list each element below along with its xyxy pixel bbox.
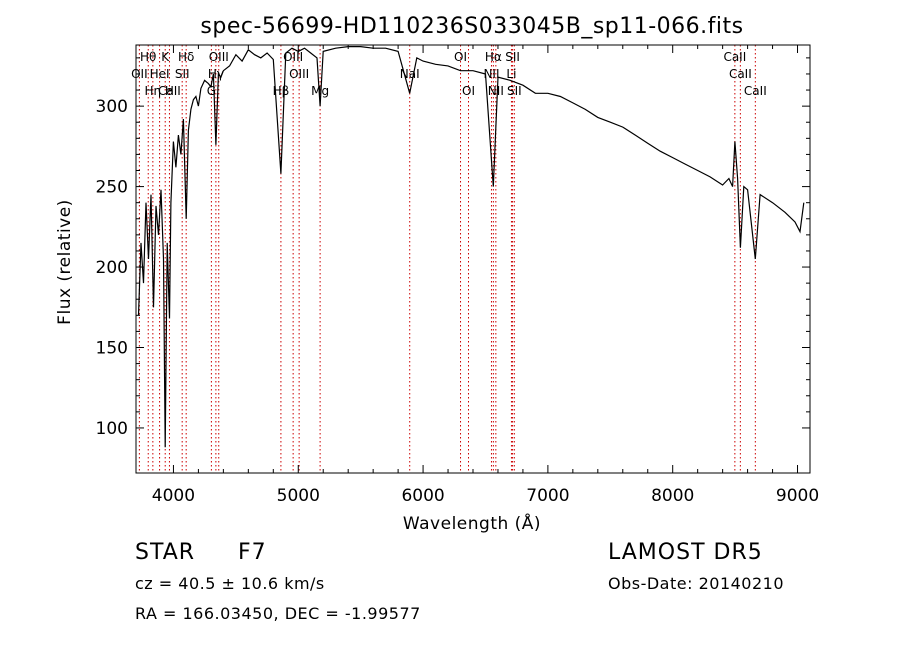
object-type: STAR [135,540,196,565]
line-marker-label-27: CaII [744,84,767,98]
line-marker-label-14: OIII [289,67,309,81]
spectrum-line [137,46,805,448]
line-marker-label-26: SII [507,84,522,98]
plot-frame [135,44,811,474]
line-marker-label-22: G [207,84,216,98]
line-marker-label-4: OIII [283,50,303,64]
y-axis: 100 150 200 250 300 [96,57,810,439]
line-marker-label-12: SII [175,67,190,81]
observation-date: Obs-Date: 20140210 [608,574,785,593]
x-tick-label-5: 9000 [776,486,819,506]
spectral-class: F7 [238,540,267,565]
survey-name: LAMOST DR5 [608,540,763,565]
x-axis-label: Wavelength (Å) [403,512,541,534]
line-marker-label-25: NII [488,84,504,98]
redshift-velocity: cz = 40.5 ± 10.6 km/s [135,574,325,593]
x-tick-label-0: 4000 [152,486,195,506]
y-tick-label-3: 250 [96,178,128,198]
x-axis: 4000 5000 6000 7000 8000 9000 [152,45,819,506]
line-marker-label-20: Hη [145,84,162,98]
line-marker-label-9: CaII [723,50,746,64]
line-marker-label-19: CaII [158,84,181,98]
line-marker-label-23: Hβ [273,84,290,98]
line-marker-label-2: Hδ [178,50,194,64]
line-marker-label-17: Li [506,67,516,81]
y-tick-label-1: 150 [96,338,128,358]
y-tick-label-4: 300 [96,97,128,117]
x-tick-label-1: 5000 [277,486,320,506]
line-marker-label-18: CaII [729,67,752,81]
x-tick-label-4: 8000 [651,486,694,506]
line-marker-label-21: H [165,84,174,98]
y-tick-label-0: 100 [96,419,128,439]
y-tick-label-2: 200 [96,258,128,278]
chart-title: spec-56699-HD110236S033045B_sp11-066.fit… [200,14,743,39]
coordinates: RA = 166.03450, DEC = -1.99577 [135,604,421,623]
line-markers [138,45,756,473]
line-marker-label-15: OI [462,84,475,98]
line-marker-label-16: NII [483,67,499,81]
x-tick-label-2: 6000 [401,486,444,506]
line-marker-label-24: Mg [311,84,329,98]
line-marker-label-3: OIII [209,50,229,64]
line-marker-label-0: Hθ [140,50,156,64]
line-marker-label-1: K [161,50,170,64]
line-marker-label-7: Hα [485,50,502,64]
line-marker-label-13: Hγ [208,67,224,81]
line-marker-label-8: SII [505,50,520,64]
line-marker-label-6: OI [454,50,467,64]
x-tick-label-3: 7000 [526,486,569,506]
line-marker-label-11: HeI [150,67,170,81]
y-axis-label: Flux (relative) [55,199,75,325]
